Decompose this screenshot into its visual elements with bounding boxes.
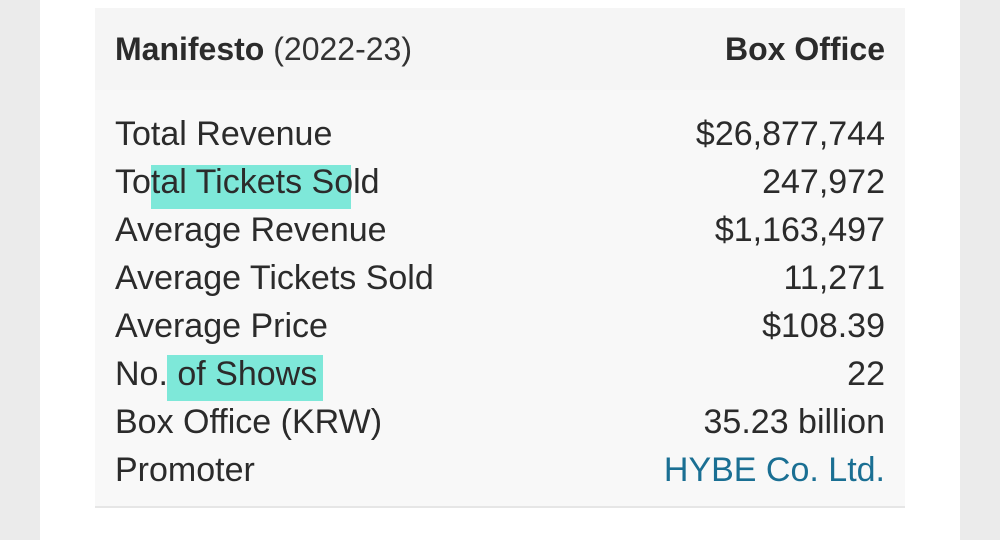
table-row: Total Revenue $26,877,744: [115, 110, 885, 158]
table-header: Manifesto (2022-23) Box Office: [95, 8, 905, 90]
row-label-average-price: Average Price: [115, 306, 328, 345]
row-label-promoter: Promoter: [115, 450, 255, 489]
row-label-average-tickets-sold: Average Tickets Sold: [115, 258, 434, 297]
row-value-box-office-krw: 35.23 billion: [703, 402, 885, 441]
row-value-average-tickets-sold: 11,271: [783, 258, 885, 297]
tour-years: (2022-23): [273, 30, 412, 67]
tour-name: Manifesto: [115, 30, 265, 67]
row-label-box-office-krw: Box Office (KRW): [115, 402, 383, 441]
table-row: Promoter HYBE Co. Ltd.: [115, 446, 885, 494]
table-row: Average Tickets Sold 11,271: [115, 254, 885, 302]
row-label-no-of-shows: No. of Shows: [115, 354, 323, 401]
table-row: No. of Shows 22: [115, 350, 885, 401]
row-label-total-revenue: Total Revenue: [115, 114, 333, 153]
text-highlight: [151, 164, 351, 209]
page-background: Manifesto (2022-23) Box Office Total Rev…: [40, 0, 960, 540]
column-heading: Box Office: [724, 30, 885, 67]
row-value-total-tickets-sold: 247,972: [762, 162, 885, 201]
row-label-text: Total Tickets Sold: [115, 162, 380, 201]
row-value-no-of-shows: 22: [847, 354, 885, 393]
table-row: Average Revenue $1,163,497: [115, 206, 885, 254]
text-highlight: [167, 354, 323, 401]
promoter-link[interactable]: HYBE Co. Ltd.: [663, 450, 885, 489]
row-value-average-revenue: $1,163,497: [714, 210, 885, 249]
table-title: Manifesto (2022-23): [115, 31, 412, 68]
table-row: Total Tickets Sold 247,972: [115, 158, 885, 209]
table-row: Box Office (KRW) 35.23 billion: [115, 398, 885, 446]
row-label-text: No. of Shows: [115, 354, 318, 393]
row-label-average-revenue: Average Revenue: [115, 210, 387, 249]
table-body: Total Revenue $26,877,744 Total Tickets …: [95, 90, 905, 508]
table-row: Average Price $108.39: [115, 302, 885, 350]
box-office-table: Manifesto (2022-23) Box Office Total Rev…: [95, 8, 905, 508]
row-value-average-price: $108.39: [762, 306, 885, 345]
row-value-total-revenue: $26,877,744: [695, 114, 885, 153]
row-label-total-tickets-sold: Total Tickets Sold: [115, 162, 380, 209]
